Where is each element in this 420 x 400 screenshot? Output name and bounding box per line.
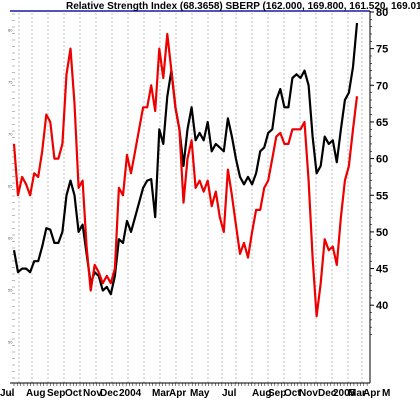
right-tick-label-65: 65 bbox=[376, 117, 388, 129]
x-tick-label-8: Apr bbox=[169, 388, 186, 399]
right-tick-label-70: 70 bbox=[376, 80, 388, 92]
right-tick-label-75: 75 bbox=[376, 44, 388, 56]
x-tick-label-18: Apr bbox=[363, 388, 380, 399]
right-tick-label-50: 50 bbox=[376, 227, 388, 239]
right-tick-label-45: 45 bbox=[376, 264, 388, 276]
right-tick-label-60: 60 bbox=[376, 154, 388, 166]
x-tick-label-3: Oct bbox=[65, 388, 82, 399]
series-line-1 bbox=[12, 32, 359, 318]
left-tick-label-45: 45 bbox=[8, 392, 13, 397]
x-tick-label-14: Nov bbox=[299, 388, 318, 399]
left-tick-label-55: 55 bbox=[8, 288, 13, 293]
right-tick-label-80: 80 bbox=[376, 7, 388, 19]
x-tick-label-10: Jul bbox=[222, 388, 237, 399]
left-tick-label-70: 70 bbox=[8, 132, 13, 137]
x-tick-label-15: Dec bbox=[318, 388, 337, 399]
x-tick-label-9: May bbox=[190, 388, 210, 399]
x-tick-label-19: M bbox=[382, 388, 390, 399]
series-group bbox=[12, 22, 359, 318]
x-tick-label-1: Aug bbox=[26, 388, 45, 399]
x-tick-label-7: Mar bbox=[152, 388, 170, 399]
x-tick-label-0: Jul bbox=[0, 388, 15, 399]
left-tick-label-80: 80 bbox=[8, 28, 13, 33]
right-tick-label-40: 40 bbox=[376, 300, 388, 312]
series-line-0 bbox=[12, 22, 359, 296]
x-tick-label-11: Aug bbox=[252, 388, 271, 399]
chart-title: Relative Strength Index (68.3658) SBERP … bbox=[66, 1, 420, 12]
x-tick-label-13: Oct bbox=[284, 388, 301, 399]
right-tick-label-55: 55 bbox=[376, 190, 388, 202]
left-tick-label-50: 50 bbox=[8, 340, 13, 345]
left-tick-label-65: 65 bbox=[8, 184, 13, 189]
left-tick-label-75: 75 bbox=[8, 80, 13, 85]
x-tick-label-12: Sep bbox=[268, 388, 286, 399]
x-tick-label-17: Mar bbox=[348, 388, 366, 399]
left-axis: 80 75 70 65 60 55 50 45 bbox=[8, 13, 15, 397]
left-tick-label-60: 60 bbox=[8, 236, 13, 241]
x-tick-label-2: Sep bbox=[47, 388, 65, 399]
x-tick-label-16: 2005 bbox=[333, 388, 356, 399]
x-tick-label-6: 2004 bbox=[119, 388, 142, 399]
x-tick-label-4: Nov bbox=[83, 388, 102, 399]
x-tick-label-5: Dec bbox=[100, 388, 119, 399]
vertical-grid bbox=[18, 13, 363, 383]
